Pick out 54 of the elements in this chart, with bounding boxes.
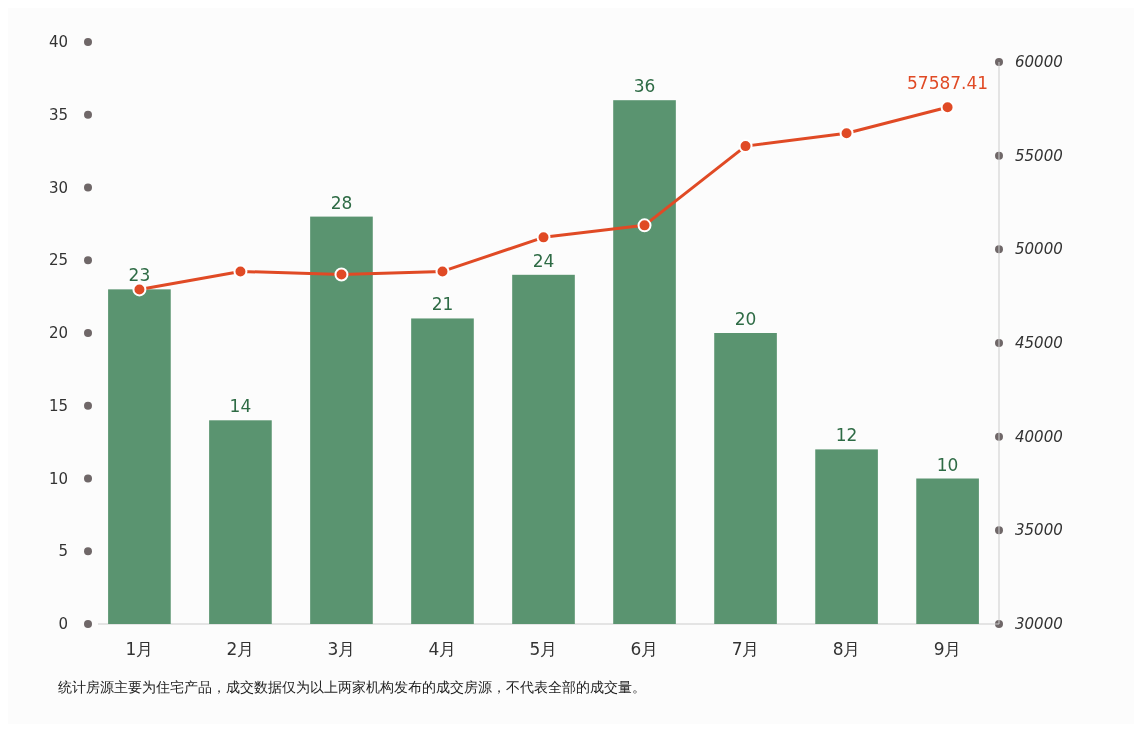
data-label: 14 xyxy=(229,396,252,417)
y-tick-label: 15 xyxy=(48,396,68,415)
bar xyxy=(714,333,777,624)
data-label: 28 xyxy=(330,192,353,213)
bar xyxy=(512,274,575,624)
data-label: 57587.41 xyxy=(907,73,989,94)
x-tick-label: 7月 xyxy=(731,639,760,659)
x-tick-label: 2月 xyxy=(226,639,255,659)
x-tick-label: 3月 xyxy=(327,639,356,659)
x-tick-label: 1月 xyxy=(125,639,154,659)
point xyxy=(940,100,955,115)
bar xyxy=(209,420,272,624)
point xyxy=(435,264,450,279)
point xyxy=(738,139,753,154)
y-tick-label: 5 xyxy=(58,542,68,561)
point xyxy=(233,264,248,279)
y-tick-label: 40 xyxy=(48,33,68,51)
bar xyxy=(108,289,171,624)
point xyxy=(132,282,147,297)
x-tick-label: 9月 xyxy=(933,639,962,659)
y2-tick-label: 45000 xyxy=(1015,334,1063,352)
data-label: 21 xyxy=(431,294,454,315)
y-tick-label: 20 xyxy=(48,324,68,342)
x-tick-label: 6月 xyxy=(630,639,659,659)
bar xyxy=(411,318,474,624)
y2-tick-label: 50000 xyxy=(1015,240,1063,259)
bar xyxy=(916,478,979,624)
point xyxy=(536,230,551,245)
y-tick-label: 0 xyxy=(58,615,68,633)
y-tick-label: 35 xyxy=(48,105,68,124)
bar xyxy=(613,100,676,624)
data-label: 10 xyxy=(936,454,959,475)
y2-tick-label: 60000 xyxy=(1015,53,1063,71)
x-tick-label: 8月 xyxy=(832,639,861,659)
data-label: 12 xyxy=(835,425,858,446)
x-tick-label: 5月 xyxy=(529,639,558,659)
point xyxy=(334,267,349,282)
y2-tick-label: 35000 xyxy=(1015,521,1063,540)
text: 统计房源主要为住宅产品，成交数据仅为以上两家机构发布的成交房源，不代表全部的成交量。 xyxy=(58,679,646,695)
point xyxy=(637,218,652,233)
bar xyxy=(815,449,878,624)
x-tick-label: 4月 xyxy=(428,639,457,659)
point xyxy=(839,126,854,141)
data-label: 23 xyxy=(128,265,151,286)
y2-tick-label: 30000 xyxy=(1015,615,1063,633)
y-tick-label: 30 xyxy=(48,178,68,197)
data-label: 36 xyxy=(633,76,656,97)
y2-tick-label: 55000 xyxy=(1015,146,1063,165)
y-tick-label: 10 xyxy=(48,469,68,488)
data-label: 20 xyxy=(734,309,757,329)
y-tick-label: 25 xyxy=(48,251,68,270)
bar xyxy=(310,216,373,624)
data-label: 24 xyxy=(532,250,555,271)
y2-tick-label: 40000 xyxy=(1015,427,1063,446)
